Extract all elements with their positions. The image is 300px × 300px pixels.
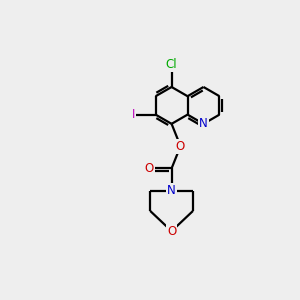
Text: N: N [167,184,176,197]
Text: O: O [176,140,185,153]
Text: N: N [199,117,208,130]
Text: I: I [132,108,135,121]
Text: O: O [145,162,154,175]
Text: O: O [167,225,176,238]
Text: Cl: Cl [166,58,177,71]
